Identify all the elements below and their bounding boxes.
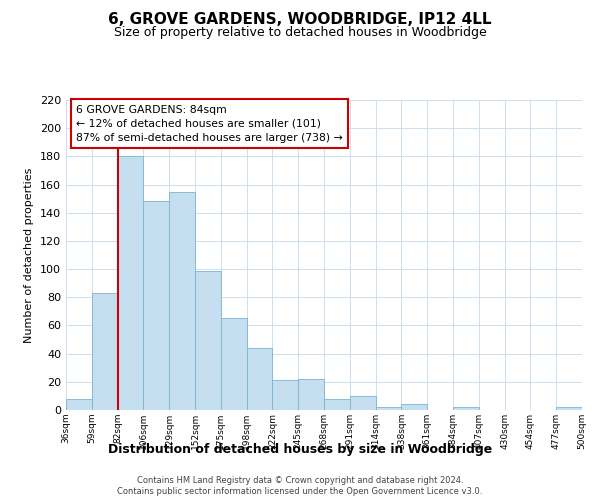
Bar — [556, 407, 582, 410]
Bar — [350, 396, 376, 410]
Bar — [247, 348, 272, 410]
Bar — [92, 293, 118, 410]
Bar — [66, 398, 92, 410]
Text: 6 GROVE GARDENS: 84sqm
← 12% of detached houses are smaller (101)
87% of semi-de: 6 GROVE GARDENS: 84sqm ← 12% of detached… — [76, 104, 343, 142]
Bar — [401, 404, 427, 410]
Bar — [118, 156, 143, 410]
Bar — [143, 202, 169, 410]
Text: Distribution of detached houses by size in Woodbridge: Distribution of detached houses by size … — [108, 442, 492, 456]
Y-axis label: Number of detached properties: Number of detached properties — [25, 168, 34, 342]
Bar — [221, 318, 247, 410]
Bar — [272, 380, 298, 410]
Bar — [298, 379, 324, 410]
Bar — [453, 407, 479, 410]
Bar — [376, 407, 401, 410]
Text: Contains HM Land Registry data © Crown copyright and database right 2024.: Contains HM Land Registry data © Crown c… — [137, 476, 463, 485]
Bar — [195, 270, 221, 410]
Text: Size of property relative to detached houses in Woodbridge: Size of property relative to detached ho… — [113, 26, 487, 39]
Text: Contains public sector information licensed under the Open Government Licence v3: Contains public sector information licen… — [118, 488, 482, 496]
Text: 6, GROVE GARDENS, WOODBRIDGE, IP12 4LL: 6, GROVE GARDENS, WOODBRIDGE, IP12 4LL — [108, 12, 492, 28]
Bar — [324, 398, 350, 410]
Bar — [169, 192, 195, 410]
